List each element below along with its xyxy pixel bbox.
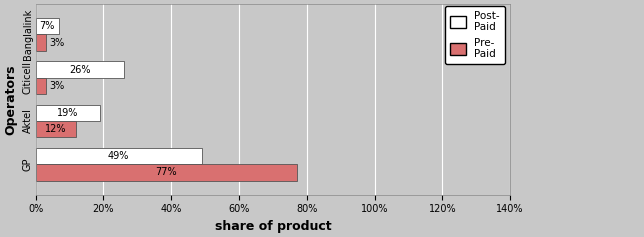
X-axis label: share of product: share of product (214, 220, 331, 233)
Bar (35, 164, 297, 181)
Bar (35, 34, 46, 51)
Y-axis label: Operators: Operators (4, 64, 17, 135)
Text: 7%: 7% (40, 21, 55, 31)
Text: 49%: 49% (108, 151, 129, 161)
Text: 77%: 77% (155, 168, 177, 178)
Text: 3%: 3% (49, 81, 64, 91)
Bar (35, 61, 124, 78)
Bar (35, 105, 100, 121)
Bar (35, 18, 59, 34)
Text: 12%: 12% (45, 124, 66, 134)
Legend: Post-
Paid, Pre-
Paid: Post- Paid, Pre- Paid (445, 5, 505, 64)
Bar (35, 121, 76, 137)
Text: 3%: 3% (49, 38, 64, 48)
Bar (35, 78, 46, 94)
Bar (35, 148, 202, 164)
Text: 26%: 26% (69, 64, 90, 74)
Text: 19%: 19% (57, 108, 79, 118)
